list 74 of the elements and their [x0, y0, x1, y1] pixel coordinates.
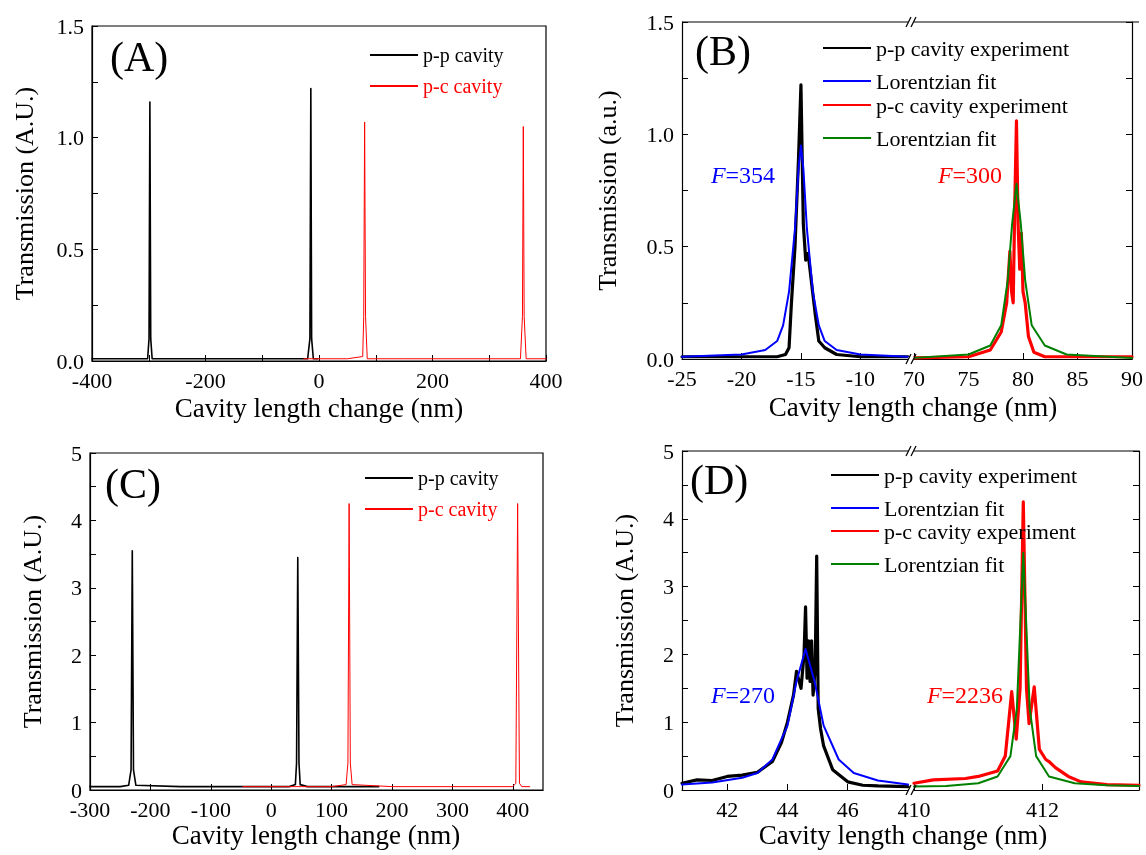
- x-axis-title: Cavity length change (nm): [174, 392, 464, 423]
- y-tick-label: 0: [71, 777, 82, 803]
- x-tick-label: 200: [375, 796, 409, 822]
- x-tick-label: 400: [496, 796, 530, 822]
- legend-label: p-p cavity: [418, 467, 499, 490]
- x-tick-label: 44: [776, 796, 799, 822]
- y-tick-label: 3: [71, 575, 82, 601]
- x-tick-label: -200: [130, 796, 171, 822]
- legend-label: Lorentzian fit: [884, 551, 1005, 577]
- chart-title: (D): [690, 457, 749, 504]
- x-tick-label: 70: [903, 365, 925, 391]
- x-tick-label: 410: [897, 796, 931, 822]
- x-tick-label: 85: [1066, 365, 1089, 391]
- annotation: F=354: [709, 162, 776, 188]
- y-tick-label: 4: [71, 507, 82, 533]
- y-tick-label: 1: [663, 709, 674, 735]
- legend-label: p-c cavity experiment: [876, 92, 1068, 118]
- y-tick-label: 1: [71, 710, 82, 736]
- annotation: F=300: [936, 162, 1003, 188]
- y-tick-label: 0.0: [56, 348, 84, 374]
- x-axis-title: Cavity length change (nm): [768, 391, 1058, 422]
- y-tick-label: 1.0: [646, 121, 674, 147]
- x-tick-label: 90: [1121, 365, 1143, 391]
- x-tick-label: 300: [435, 796, 469, 822]
- legend-label: p-c cavity: [423, 75, 503, 98]
- chart-title: (A): [110, 34, 169, 81]
- y-tick-label: 0.5: [56, 236, 84, 262]
- legend-label: Lorentzian fit: [876, 125, 997, 151]
- y-tick-label: 5: [663, 438, 674, 464]
- y-axis-title: Transmission (a.u.): [592, 90, 622, 291]
- y-tick-label: 5: [71, 440, 82, 466]
- y-tick-label: 3: [663, 574, 674, 600]
- line-series: [303, 121, 547, 360]
- x-tick-label: -20: [726, 365, 757, 391]
- x-tick-label: -100: [190, 796, 231, 822]
- y-axis-title: Transmission (A.U.): [9, 86, 39, 301]
- legend-label: Lorentzian fit: [884, 495, 1005, 521]
- x-tick-label: 400: [529, 367, 563, 393]
- annotation: F=2236: [925, 682, 1004, 708]
- line-series: [242, 503, 531, 788]
- y-tick-label: 0.0: [646, 346, 674, 372]
- x-tick-label: 0: [265, 796, 277, 822]
- legend-label: p-p cavity experiment: [884, 462, 1078, 488]
- y-axis-title: Transmission (A.U.): [17, 514, 47, 729]
- x-tick-label: 80: [1012, 365, 1034, 391]
- y-tick-label: 0.5: [646, 234, 674, 260]
- line-series: [681, 647, 909, 786]
- x-tick-label: 0: [313, 367, 325, 393]
- x-tick-label: 46: [836, 796, 859, 822]
- x-tick-label: 412: [1026, 796, 1060, 822]
- y-tick-label: 2: [71, 642, 82, 668]
- x-tick-label: -15: [786, 365, 816, 391]
- y-tick-label: 4: [663, 506, 674, 532]
- x-tick-label: 75: [957, 365, 980, 391]
- y-tick-label: 1.5: [56, 13, 84, 39]
- x-tick-label: 100: [315, 796, 349, 822]
- legend-label: p-p cavity: [423, 44, 504, 67]
- x-axis-title: Cavity length change (nm): [758, 819, 1048, 850]
- chart-title: (B): [695, 28, 751, 75]
- y-tick-label: 2: [663, 641, 674, 667]
- x-axis-title: Cavity length change (nm): [171, 819, 461, 850]
- x-tick-label: -200: [185, 367, 226, 393]
- x-tick-label: 42: [716, 796, 739, 822]
- y-tick-label: 0: [663, 777, 674, 803]
- y-tick-label: 1.5: [646, 9, 674, 35]
- y-tick-label: 1.0: [56, 125, 84, 151]
- annotation: F=270: [709, 682, 776, 708]
- legend-label: p-c cavity: [418, 498, 498, 521]
- legend-label: p-p cavity experiment: [876, 35, 1070, 61]
- legend-label: Lorentzian fit: [876, 68, 997, 94]
- x-tick-label: -10: [845, 365, 876, 391]
- y-axis-title: Transmission (A.U.): [609, 513, 639, 728]
- x-tick-label: 200: [416, 367, 449, 393]
- chart-title: (C): [105, 461, 161, 508]
